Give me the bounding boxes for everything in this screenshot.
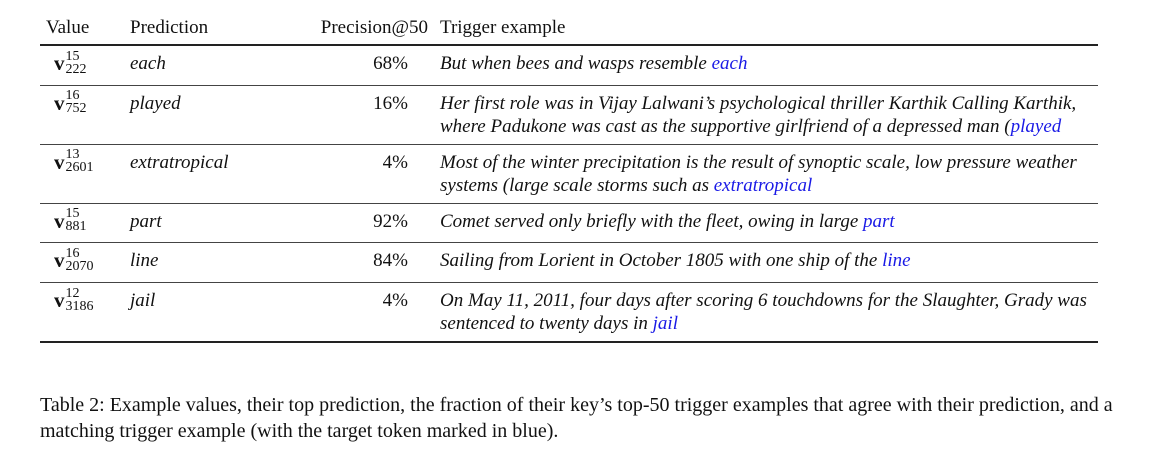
prediction-cell: each	[124, 45, 254, 86]
value-letter: v	[54, 51, 65, 75]
value-subscript: 881	[65, 219, 87, 235]
value-superscript: 16	[65, 245, 80, 261]
value-cell: v 12 3186	[40, 282, 124, 343]
precision-cell: 68%	[254, 45, 434, 86]
value-scripts: 13 2601	[65, 147, 94, 176]
target-token: played	[1010, 115, 1062, 137]
results-table: Value Prediction Precision@50 Trigger ex…	[40, 14, 1098, 343]
trigger-cell: But when bees and wasps resemble each	[434, 45, 1098, 86]
trigger-text: Comet served only briefly with the fleet…	[440, 210, 864, 232]
value-scripts: 15 881	[65, 206, 87, 235]
trigger-text: On May 11, 2011, four days after scoring…	[440, 289, 1087, 334]
table-body: v 15 222 each 68% But when bees and wasps …	[40, 45, 1098, 343]
table-row: v 16 2070 line 84% Sailing from Lorient in…	[40, 242, 1098, 283]
header-precision: Precision@50	[254, 14, 434, 46]
table-header: Value Prediction Precision@50 Trigger ex…	[40, 14, 1098, 46]
trigger-cell: On May 11, 2011, four days after scoring…	[434, 282, 1098, 343]
table-row: v 15 222 each 68% But when bees and wasps …	[40, 45, 1098, 86]
trigger-cell: Most of the winter precipitation is the …	[434, 144, 1098, 204]
header-prediction: Prediction	[124, 14, 254, 46]
trigger-text: Most of the winter precipitation is the …	[440, 151, 1077, 196]
value-superscript: 15	[65, 48, 80, 64]
value-subscript: 2601	[65, 160, 94, 176]
target-token: jail	[652, 312, 678, 334]
trigger-text: Her first role was in Vijay Lalwani’s ps…	[440, 92, 1077, 137]
value-superscript: 13	[65, 147, 80, 163]
target-token: line	[882, 250, 911, 272]
precision-cell: 4%	[254, 144, 434, 204]
value-subscript: 752	[65, 101, 87, 117]
prediction-cell: extratropical	[124, 144, 254, 204]
value-cell: v 13 2601	[40, 144, 124, 204]
target-token: part	[863, 210, 895, 232]
value-scripts: 12 3186	[65, 285, 94, 314]
header-trigger-example: Trigger example	[434, 14, 1098, 46]
value-cell: v 15 222	[40, 45, 124, 86]
value-cell: v 16 2070	[40, 242, 124, 283]
precision-cell: 92%	[254, 203, 434, 244]
value-letter: v	[54, 287, 65, 312]
precision-cell: 4%	[254, 282, 434, 343]
value-letter: v	[54, 208, 65, 233]
value-symbol: v 15 222	[54, 48, 87, 79]
value-cell: v 15 881	[40, 203, 124, 244]
value-symbol: v 16 2070	[54, 245, 94, 276]
value-scripts: 16 2070	[65, 245, 94, 274]
trigger-cell: Comet served only briefly with the fleet…	[434, 203, 1098, 244]
trigger-text: Sailing from Lorient in October 1805 wit…	[440, 250, 883, 272]
prediction-cell: line	[124, 242, 254, 283]
trigger-cell: Her first role was in Vijay Lalwani’s ps…	[434, 85, 1098, 145]
table-row: v 16 752 played 16% Her first role was in …	[40, 85, 1098, 145]
value-superscript: 15	[65, 206, 80, 222]
value-superscript: 12	[65, 285, 80, 301]
value-letter: v	[54, 149, 65, 174]
value-subscript: 222	[65, 61, 87, 77]
prediction-cell: played	[124, 85, 254, 145]
precision-cell: 16%	[254, 85, 434, 145]
table-row: v 13 2601 extratropical 4% Most of the win…	[40, 144, 1098, 204]
table-row: v 15 881 part 92% Comet served only briefl…	[40, 203, 1098, 244]
value-subscript: 3186	[65, 298, 94, 314]
value-superscript: 16	[65, 88, 80, 104]
value-letter: v	[54, 248, 65, 273]
value-scripts: 16 752	[65, 88, 87, 117]
header-value: Value	[40, 14, 124, 46]
header-row: Value Prediction Precision@50 Trigger ex…	[40, 14, 1098, 46]
prediction-cell: jail	[124, 282, 254, 343]
value-scripts: 15 222	[65, 48, 87, 77]
precision-cell: 84%	[254, 242, 434, 283]
target-token: each	[711, 53, 748, 74]
value-symbol: v 13 2601	[54, 147, 94, 178]
trigger-cell: Sailing from Lorient in October 1805 wit…	[434, 242, 1098, 283]
target-token: extratropical	[713, 174, 813, 196]
value-letter: v	[54, 90, 65, 115]
value-symbol: v 12 3186	[54, 285, 94, 316]
trigger-text: But when bees and wasps resemble	[440, 53, 712, 74]
value-subscript: 2070	[65, 258, 94, 274]
table-row: v 12 3186 jail 4% On May 11, 2011, four da…	[40, 282, 1098, 343]
value-symbol: v 15 881	[54, 206, 87, 237]
prediction-cell: part	[124, 203, 254, 244]
value-cell: v 16 752	[40, 85, 124, 145]
table-caption: Table 2: Example values, their top predi…	[40, 394, 1113, 442]
value-symbol: v 16 752	[54, 88, 87, 119]
